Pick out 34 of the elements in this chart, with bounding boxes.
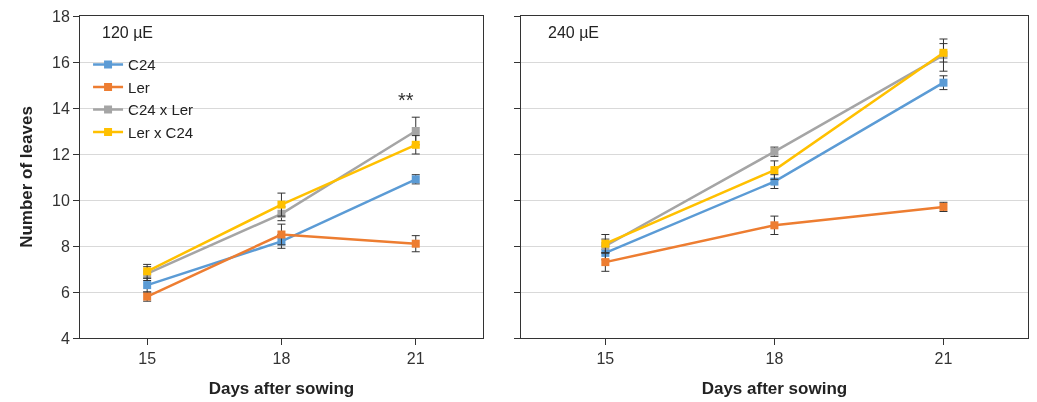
point [939, 78, 948, 87]
text: 240 µE [548, 24, 600, 41]
point [770, 166, 779, 175]
y-tick-label: 8 [60, 237, 70, 255]
point [277, 200, 286, 209]
x-tick-label: 18 [765, 350, 784, 368]
legend-label: Ler x C24 [128, 123, 194, 141]
x-tick-label: 21 [406, 350, 425, 368]
point [411, 127, 420, 135]
y-tick-label: 14 [52, 99, 70, 117]
y-tick-label: 6 [60, 283, 70, 301]
x-tick-label: 15 [138, 350, 157, 368]
legend-label: Ler [128, 78, 150, 96]
legend-label: C24 x Ler [128, 101, 194, 119]
y-tick-label: 18 [52, 7, 70, 25]
x-axis-title: Days after sowing [208, 378, 355, 398]
y-axis-title: Number of leaves [16, 106, 36, 248]
annotation: ** [398, 89, 414, 111]
text: 120 µE [102, 24, 154, 41]
y-tick-label: 12 [52, 145, 70, 163]
point [411, 239, 420, 248]
point [770, 221, 779, 230]
x-tick-label: 18 [272, 350, 291, 368]
point [277, 230, 286, 239]
legend-label: C24 [128, 56, 156, 74]
point [143, 281, 152, 290]
x-tick-label: 15 [596, 350, 615, 368]
x-tick-label: 21 [934, 350, 953, 368]
point [411, 140, 420, 149]
y-tick-label: 10 [52, 191, 70, 209]
x-axis-title: Days after sowing [701, 378, 848, 398]
y-tick-label: 16 [52, 53, 70, 71]
point [601, 258, 610, 267]
y-tick-label: 4 [60, 329, 70, 347]
